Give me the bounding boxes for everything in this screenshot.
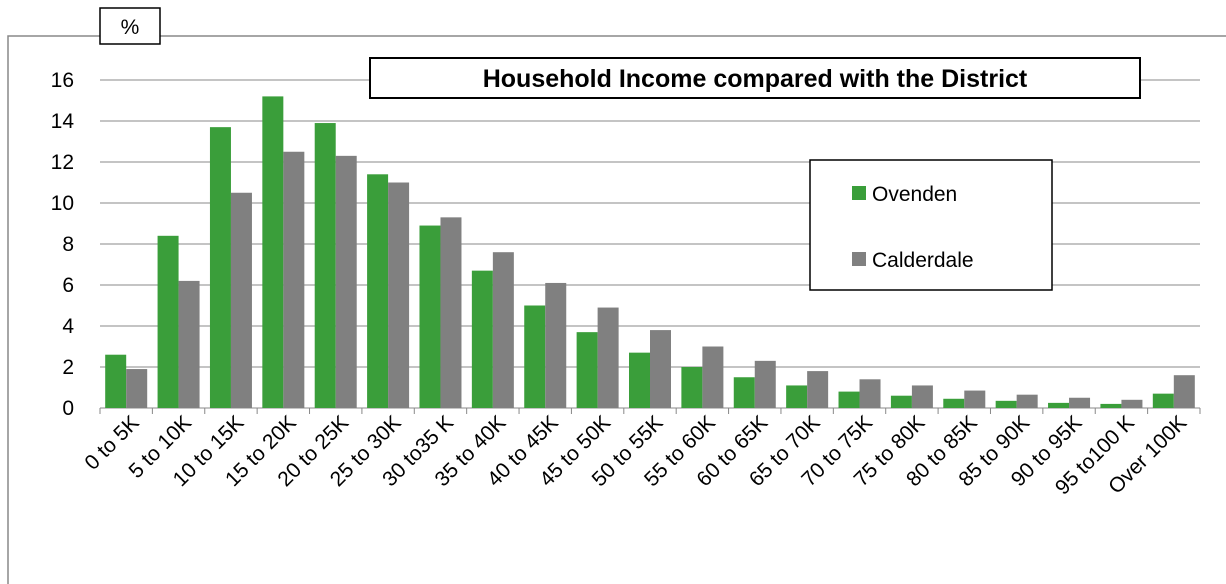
frame bbox=[7, 35, 1226, 584]
bar bbox=[157, 235, 179, 408]
bar bbox=[105, 354, 127, 408]
bar bbox=[681, 367, 703, 408]
bar bbox=[911, 385, 933, 408]
bar bbox=[230, 192, 252, 408]
bar bbox=[126, 369, 148, 408]
y-tick-label: 2 bbox=[62, 356, 74, 379]
y-tick-label: 6 bbox=[62, 274, 74, 297]
bar bbox=[524, 305, 546, 408]
y-tick-label: 0 bbox=[62, 397, 74, 420]
bar bbox=[576, 332, 598, 408]
legend-swatch bbox=[852, 252, 866, 266]
bar bbox=[178, 280, 200, 408]
legend-label: Calderdale bbox=[872, 249, 974, 272]
bar bbox=[650, 330, 671, 408]
bar bbox=[314, 123, 336, 409]
bar bbox=[807, 371, 829, 408]
bar bbox=[702, 346, 724, 408]
bar bbox=[492, 252, 514, 408]
bar bbox=[440, 217, 462, 408]
bar bbox=[388, 182, 410, 408]
y-tick-label: 16 bbox=[51, 69, 74, 92]
bar bbox=[964, 390, 986, 408]
y-tick-label: 10 bbox=[51, 192, 74, 215]
bar bbox=[545, 282, 567, 408]
bar bbox=[1173, 375, 1195, 408]
bar bbox=[471, 270, 493, 408]
bar bbox=[786, 385, 808, 408]
bar bbox=[283, 151, 305, 408]
bar bbox=[733, 377, 755, 408]
legend-box bbox=[809, 159, 1053, 291]
bar bbox=[838, 391, 860, 408]
y-tick-label: 8 bbox=[62, 233, 74, 256]
bar bbox=[1016, 394, 1038, 408]
bar bbox=[209, 127, 231, 409]
y-tick-label: 12 bbox=[51, 151, 74, 174]
title-box bbox=[369, 57, 1141, 99]
bar bbox=[262, 96, 284, 409]
chart-title: Household Income compared with the Distr… bbox=[483, 65, 1028, 93]
bar bbox=[629, 352, 650, 408]
bar bbox=[1100, 403, 1122, 408]
bar bbox=[890, 395, 912, 408]
bar bbox=[1069, 397, 1091, 408]
bar bbox=[943, 398, 965, 408]
y-tick-label: 14 bbox=[51, 110, 75, 133]
bar bbox=[597, 307, 619, 408]
bar bbox=[367, 174, 389, 408]
y-label-box bbox=[99, 7, 161, 45]
bar bbox=[754, 360, 776, 408]
bar bbox=[419, 225, 441, 408]
y-axis-label: % bbox=[121, 16, 140, 39]
bar bbox=[1152, 393, 1174, 408]
bar bbox=[335, 155, 357, 408]
legend-label: Ovenden bbox=[872, 183, 957, 206]
bar bbox=[1048, 402, 1070, 408]
bar bbox=[1121, 399, 1143, 408]
y-tick-label: 4 bbox=[62, 315, 74, 338]
legend-swatch bbox=[852, 186, 866, 200]
bar bbox=[859, 379, 881, 408]
bar bbox=[995, 400, 1017, 408]
